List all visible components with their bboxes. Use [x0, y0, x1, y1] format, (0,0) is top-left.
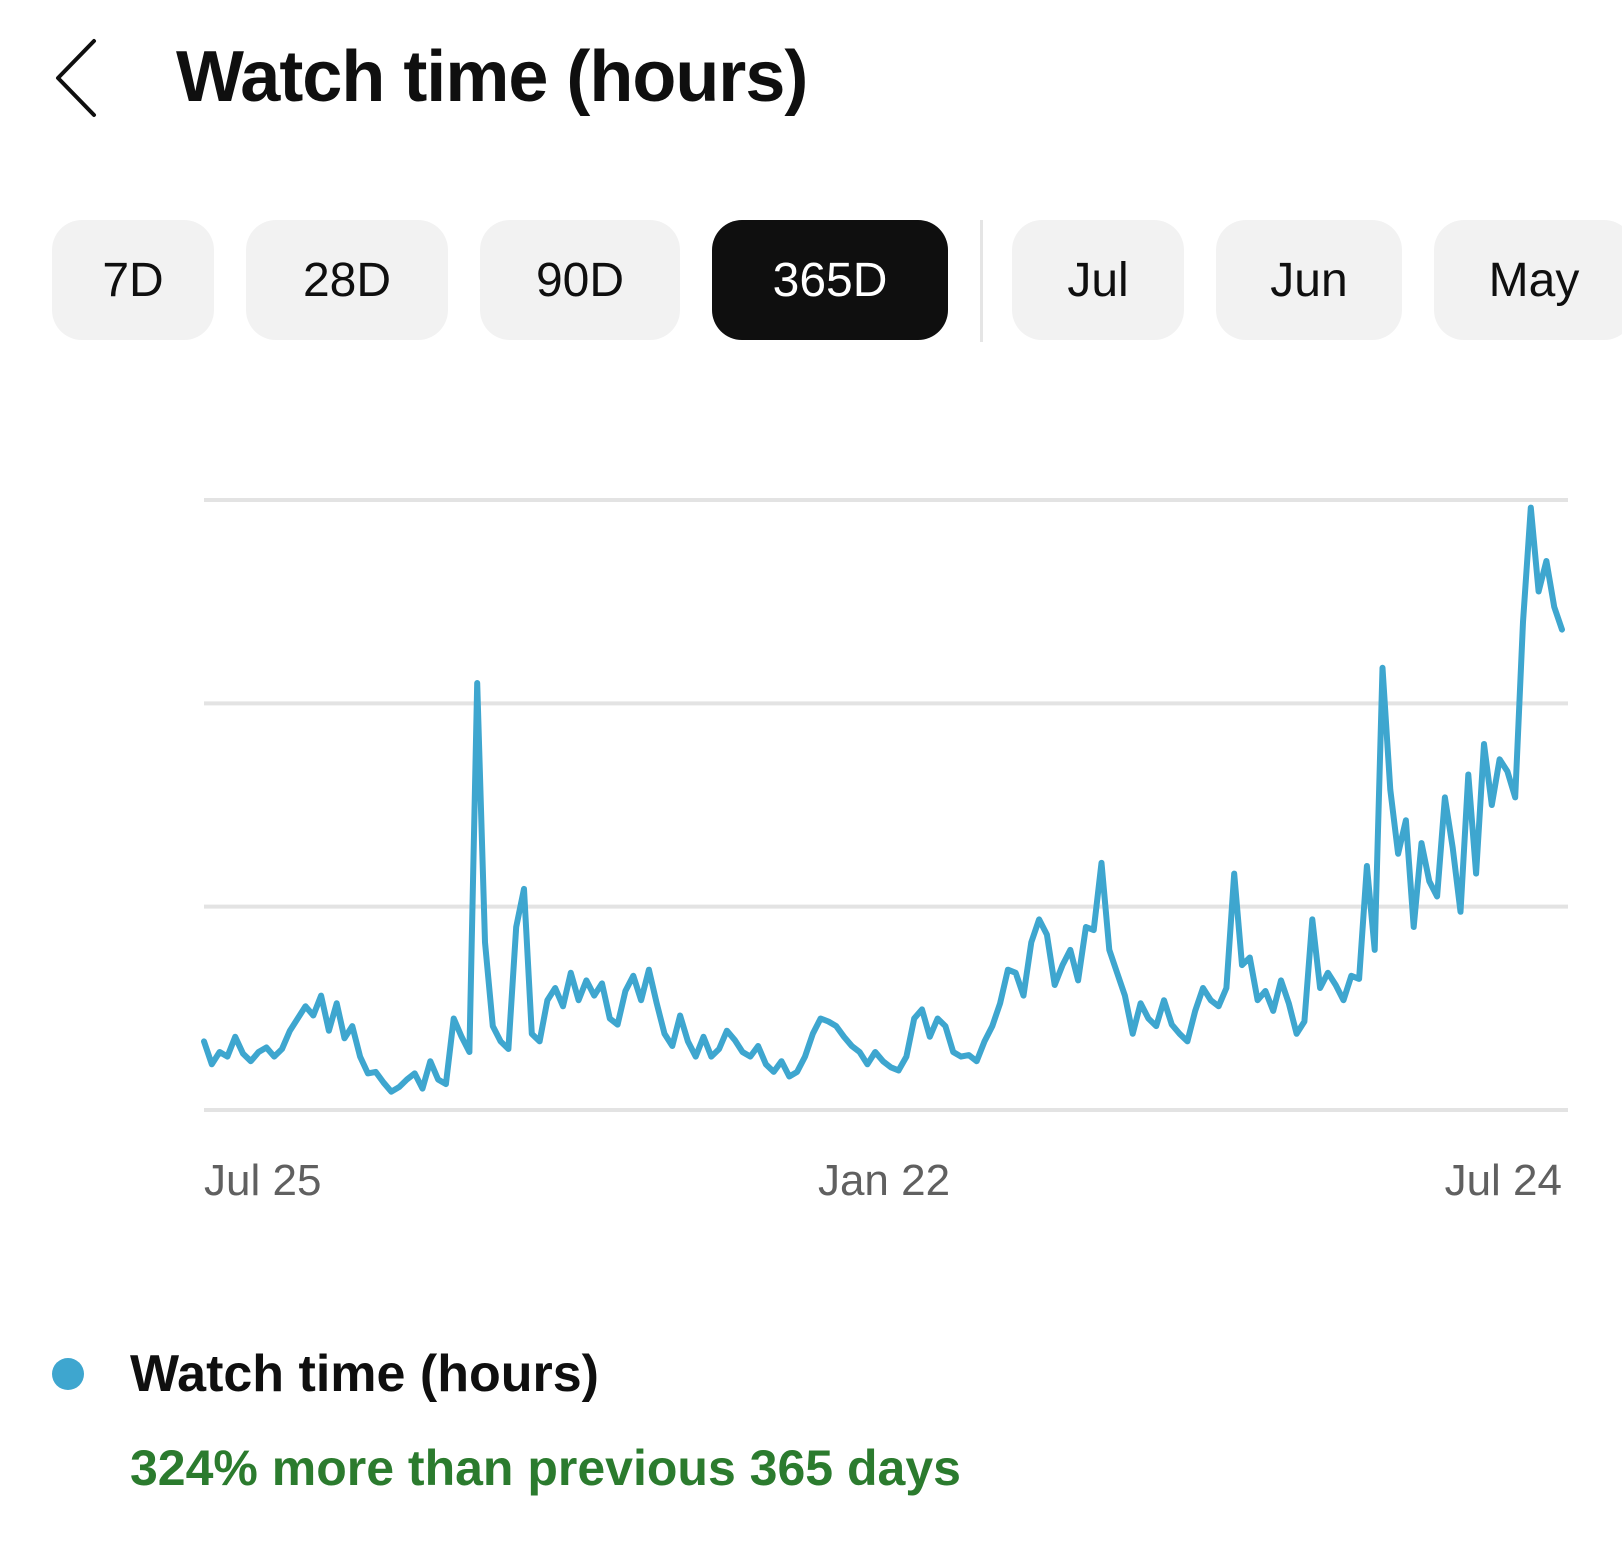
legend-dot	[52, 1358, 84, 1390]
back-button[interactable]	[40, 28, 120, 128]
chip-7d[interactable]: 7D	[52, 220, 214, 340]
x-tick-label: Jan 22	[818, 1156, 950, 1205]
x-tick-label: Jul 24	[1445, 1156, 1562, 1205]
page-title: Watch time (hours)	[176, 37, 808, 117]
header-bar: Watch time (hours)	[0, 0, 1622, 160]
line-chart: Jul 25 Jan 22 Jul 24	[201, 498, 1568, 1205]
chip-jun[interactable]: Jun	[1216, 220, 1402, 340]
legend-label: Watch time (hours)	[130, 1345, 599, 1403]
comparison-text: 324% more than previous 365 days	[130, 1440, 961, 1496]
chip-jul[interactable]: Jul	[1012, 220, 1184, 340]
date-range-chips: 7D 28D 90D 365D Jul Jun May	[0, 220, 1622, 342]
series-line	[201, 504, 1565, 1095]
chip-28d[interactable]: 28D	[246, 220, 448, 340]
watch-time-chart: Jul 25 Jan 22 Jul 24	[0, 450, 1622, 1210]
chip-365d[interactable]: 365D	[712, 220, 948, 340]
x-tick-label: Jul 25	[204, 1156, 321, 1205]
chip-divider	[980, 220, 983, 342]
chip-may[interactable]: May	[1434, 220, 1622, 340]
chevron-left-icon	[56, 39, 96, 117]
chip-90d[interactable]: 90D	[480, 220, 680, 340]
